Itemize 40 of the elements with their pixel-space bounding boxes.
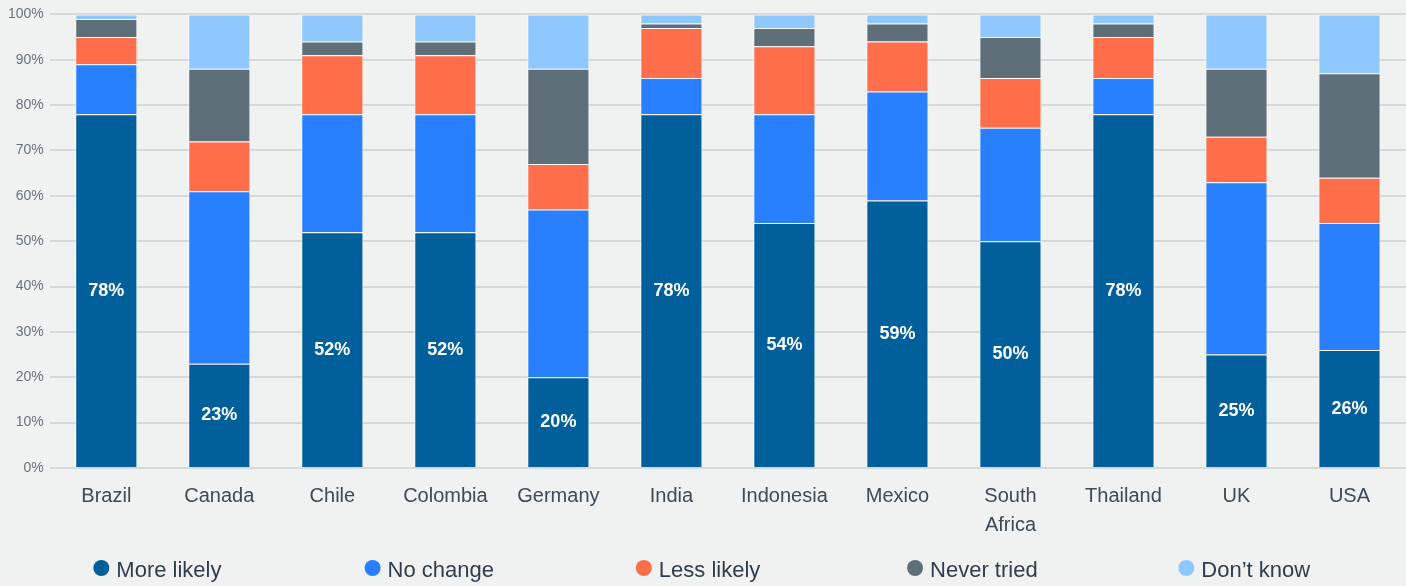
x-tick-label: Germany xyxy=(517,484,600,507)
legend-label: No change xyxy=(387,557,494,583)
data-label: 54% xyxy=(766,334,803,354)
data-label: 26% xyxy=(1331,397,1368,418)
x-tick-label: UK xyxy=(1222,484,1252,507)
x-tick-label: Mexico xyxy=(865,484,930,507)
y-tick-label: 30% xyxy=(15,322,44,339)
legend-label: Less likely xyxy=(658,557,761,583)
data-label: 78% xyxy=(88,279,125,300)
legend-label: More likely xyxy=(116,557,222,583)
x-tick-label: USA xyxy=(1328,484,1371,507)
x-tick-label: Chile xyxy=(309,484,356,507)
y-tick-label: 50% xyxy=(15,232,44,249)
x-tick-label: Colombia xyxy=(403,484,489,507)
y-tick-label: 0% xyxy=(23,458,44,475)
data-label: 52% xyxy=(427,338,464,359)
y-tick-label: 90% xyxy=(15,50,44,67)
data-label: 52% xyxy=(314,338,351,359)
y-tick-label: 100% xyxy=(7,5,44,22)
data-label: 78% xyxy=(653,279,690,300)
legend-label: Never tried xyxy=(930,557,1038,583)
data-label: 23% xyxy=(201,404,238,425)
y-tick-label: 60% xyxy=(15,186,44,203)
legend-label: Don’t know xyxy=(1201,557,1311,583)
data-label: 78% xyxy=(1105,279,1142,300)
x-tick-label: South Africa xyxy=(984,484,1037,536)
y-tick-label: 80% xyxy=(15,95,44,112)
x-tick-label: Brazil xyxy=(81,484,132,507)
data-label: 59% xyxy=(879,322,916,343)
x-tick-label: Canada xyxy=(184,484,256,507)
y-tick-label: 10% xyxy=(15,413,44,430)
data-label: 25% xyxy=(1218,399,1255,420)
x-tick-label: Thailand xyxy=(1085,484,1162,507)
data-label: 50% xyxy=(992,343,1029,364)
x-tick-label: Indonesia xyxy=(741,484,829,507)
y-tick-label: 20% xyxy=(15,368,44,385)
y-tick-label: 40% xyxy=(15,277,44,294)
data-label: 20% xyxy=(540,411,577,432)
y-tick-label: 70% xyxy=(15,141,44,158)
x-tick-label: India xyxy=(649,484,694,507)
